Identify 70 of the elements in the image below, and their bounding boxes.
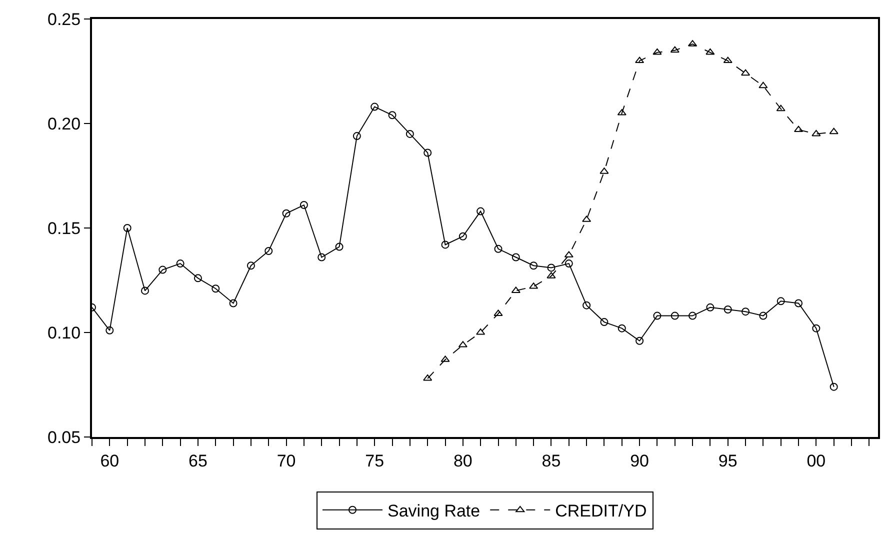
point (424, 148, 432, 157)
point (635, 56, 644, 64)
point (618, 324, 626, 332)
point (318, 253, 326, 262)
x-tick-label: 00 (806, 451, 826, 470)
point (564, 260, 573, 268)
point (264, 246, 273, 255)
x-tick-label: 90 (630, 451, 650, 470)
point (829, 128, 838, 134)
point (194, 274, 202, 282)
y-tick-label: 0.20 (48, 114, 81, 134)
point (406, 130, 414, 138)
point (229, 299, 238, 308)
x-tick-label: 80 (453, 451, 472, 470)
point (812, 324, 820, 332)
point (670, 312, 679, 320)
legend-label: Saving Rate (388, 502, 480, 521)
point (830, 382, 838, 391)
point (759, 312, 768, 320)
y-tick-label: 0.25 (48, 10, 81, 29)
point (706, 48, 715, 55)
point (441, 240, 450, 249)
y-tick-label: 0.15 (48, 218, 81, 238)
point (812, 130, 821, 136)
point (423, 374, 432, 381)
point (476, 207, 485, 216)
point (582, 301, 591, 310)
point (794, 126, 804, 132)
point (706, 303, 714, 312)
point (282, 209, 290, 218)
point (458, 232, 467, 240)
x-tick-label: 60 (100, 451, 120, 470)
point (724, 306, 732, 314)
point (370, 102, 379, 111)
legend-label: CREDIT/YD (555, 502, 647, 521)
point (652, 48, 662, 55)
point (335, 242, 344, 251)
point (106, 326, 114, 334)
x-tick-label: 65 (188, 451, 208, 470)
point (246, 262, 255, 270)
point (776, 297, 785, 306)
y-tick-label: 0.05 (48, 428, 81, 447)
point (600, 318, 608, 326)
point (530, 262, 538, 270)
point (688, 312, 697, 320)
point (653, 312, 662, 320)
point (176, 260, 184, 268)
point (123, 224, 132, 232)
point (388, 111, 396, 120)
point (794, 299, 803, 308)
point (494, 244, 502, 253)
point (636, 336, 644, 345)
point (352, 132, 361, 140)
point (776, 104, 786, 112)
point (742, 308, 750, 316)
x-tick-label: 85 (542, 451, 561, 470)
point (140, 286, 149, 295)
point (158, 266, 167, 274)
x-tick-label: 70 (276, 451, 296, 470)
point (723, 56, 732, 64)
x-tick-label: 75 (365, 451, 384, 470)
point (758, 82, 768, 88)
point (300, 201, 308, 210)
point (670, 46, 680, 53)
y-tick-label: 0.10 (48, 323, 81, 342)
point (740, 69, 750, 76)
x-tick-label: 95 (718, 451, 738, 470)
point (512, 253, 520, 262)
point (547, 264, 556, 272)
point (212, 284, 220, 293)
